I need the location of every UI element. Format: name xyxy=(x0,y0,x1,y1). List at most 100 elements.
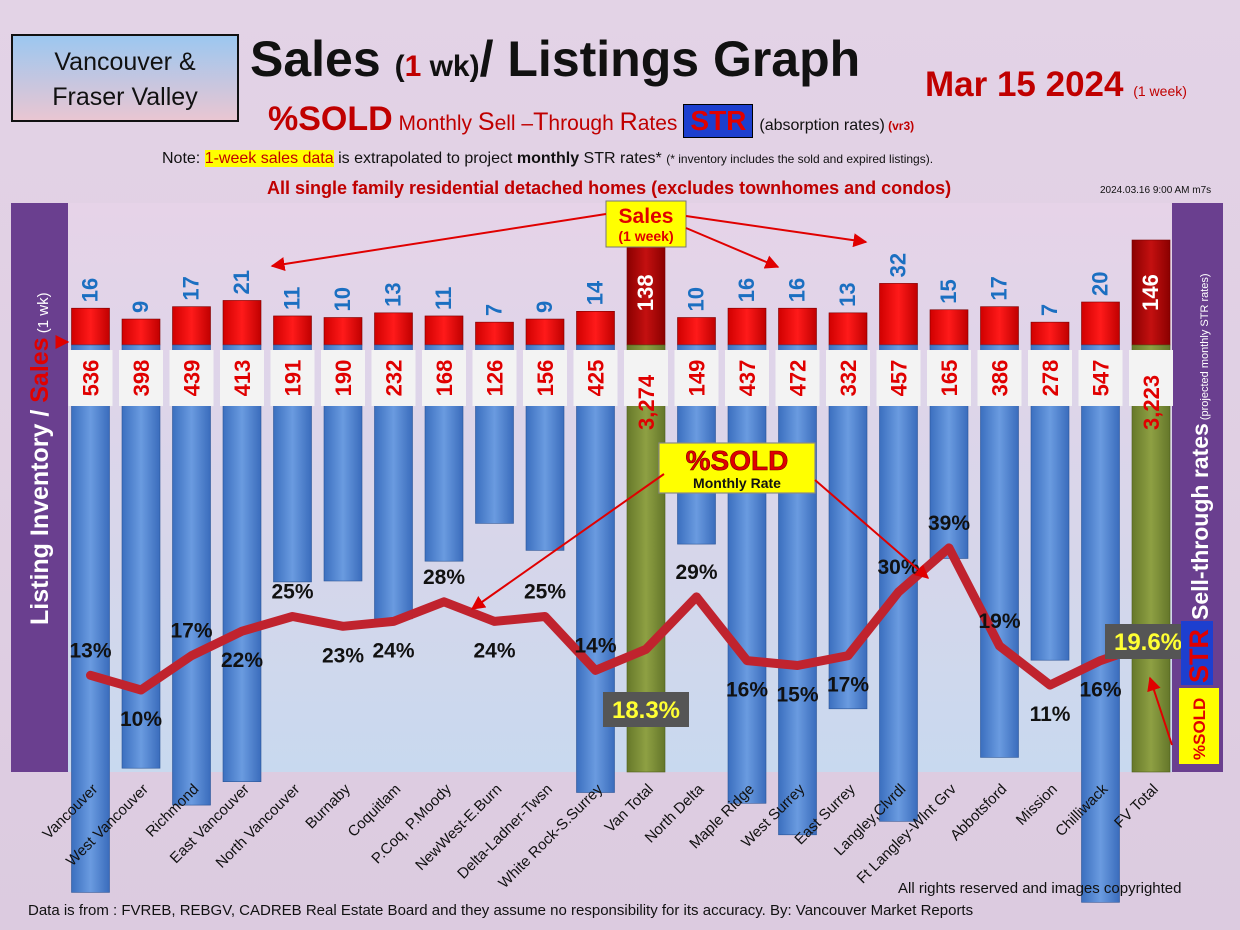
str-value-label: 24% xyxy=(372,639,414,662)
inventory-bar xyxy=(778,344,817,836)
str-value-label: 29% xyxy=(675,561,717,584)
subtitle-rates-1: Monthly xyxy=(392,112,478,135)
right-axis-sold-label: %SOLD xyxy=(1190,698,1209,760)
note-highlight: 1-week sales data xyxy=(204,150,334,167)
sales-bar xyxy=(929,309,969,346)
subtitle-rates-3: ell – xyxy=(494,112,534,135)
title-part-c: 1 xyxy=(404,50,422,83)
sales-value-label: 9 xyxy=(532,301,557,313)
subtitle-rates-6: R xyxy=(619,108,638,136)
inventory-bar xyxy=(222,344,262,783)
scope-line: All single family residential detached h… xyxy=(267,178,952,198)
sales-bar xyxy=(222,300,262,346)
inventory-label-box xyxy=(523,350,567,406)
sales-bar xyxy=(525,318,565,346)
str-value-label: 15% xyxy=(776,684,818,707)
sold-callout-arrow xyxy=(814,479,930,579)
right-axis-arrow xyxy=(1147,676,1173,746)
str-value-label: 23% xyxy=(322,644,364,667)
inventory-bar xyxy=(727,344,767,804)
sales-value-label: 32 xyxy=(886,253,911,277)
inventory-label-box xyxy=(674,350,719,406)
date-text: Mar 15 2024 xyxy=(925,65,1124,104)
note-a: Note: xyxy=(162,150,205,167)
inventory-label-box xyxy=(321,350,365,406)
bars-layer xyxy=(68,239,1173,903)
sales-bar xyxy=(727,307,767,346)
inventory-label-box xyxy=(624,350,668,406)
inventory-value-label: 386 xyxy=(988,360,1013,397)
note-f: (* inventory includes the sold and expir… xyxy=(666,152,934,166)
subtitle-version: (vr3) xyxy=(884,119,915,133)
category-label: NewWest-E.Burn xyxy=(412,781,505,874)
inventory-bar xyxy=(980,344,1019,758)
sales-value-label: 13 xyxy=(835,282,860,306)
sales-callout-arrow xyxy=(685,227,780,269)
region-line-2: Fraser Valley xyxy=(52,83,198,111)
inventory-value-label: 3,274 xyxy=(634,374,659,430)
sales-bar xyxy=(828,312,868,346)
sales-bar xyxy=(1030,321,1070,346)
inventory-label-box xyxy=(573,350,618,406)
inventory-value-label: 472 xyxy=(786,360,811,397)
right-axis-title: Sell-through rates (projected monthly ST… xyxy=(1187,273,1213,620)
total-str-box xyxy=(603,692,689,727)
str-value-label: 17% xyxy=(170,620,212,643)
sales-value-label: 9 xyxy=(128,301,153,313)
sold-callout-subtitle: Monthly Rate xyxy=(693,475,781,491)
inventory-value-label: 191 xyxy=(281,360,306,397)
sold-callout-arrow xyxy=(470,473,665,610)
str-line-layer xyxy=(86,543,1156,695)
str-value-label: 22% xyxy=(221,649,263,672)
sales-value-label: 10 xyxy=(684,287,709,311)
category-label: Burnaby xyxy=(302,780,354,832)
sales-value-label: 17 xyxy=(179,276,204,300)
sales-value-label: 21 xyxy=(229,270,254,294)
inventory-value-label: 165 xyxy=(937,360,962,397)
sales-value-label: 146 xyxy=(1138,274,1163,311)
sales-value-label: 14 xyxy=(583,280,608,305)
sales-bar xyxy=(71,307,110,346)
str-value-label: 39% xyxy=(928,512,970,535)
date-note: (1 week) xyxy=(1133,83,1187,99)
category-label: Delta-Ladner-Twsn xyxy=(454,781,556,883)
note-e: STR rates* xyxy=(579,150,667,167)
sales-value-label: 17 xyxy=(987,276,1012,300)
subtitle-sold: %SOLD xyxy=(268,100,393,138)
left-axis-title: Listing Inventory / Sales (1 wk) xyxy=(26,292,54,625)
str-value-label: 19.6% xyxy=(1114,629,1182,656)
sales-value-label: 16 xyxy=(785,278,810,302)
right-axis-sold-box xyxy=(1179,688,1219,764)
title-part-e: / Listings Graph xyxy=(479,31,861,87)
footer-rights: All rights reserved and images copyright… xyxy=(898,880,1182,897)
subtitle-rates-7: ates xyxy=(637,112,678,135)
str-value-label: 28% xyxy=(423,566,465,589)
sales-bar xyxy=(475,321,514,346)
inventory-label-box xyxy=(725,350,769,406)
inventory-label-box xyxy=(422,350,466,406)
inventory-label-box xyxy=(472,350,517,406)
inventory-label-box xyxy=(775,350,820,406)
sales-value-label: 15 xyxy=(936,279,961,303)
str-value-label: 18.3% xyxy=(612,697,680,724)
subtitle-rates-2: S xyxy=(477,108,495,136)
sales-value-label: 16 xyxy=(78,278,103,302)
sales-bar xyxy=(323,317,363,346)
str-value-label: 25% xyxy=(271,581,313,604)
total-str-box xyxy=(1105,624,1191,659)
subtitle-absorption: (absorption rates) xyxy=(759,117,885,134)
sales-bar xyxy=(172,306,211,346)
chart-subtitle: %SOLD Monthly Sell –Through Rates STR (abs… xyxy=(268,100,914,139)
inventory-label-box xyxy=(169,350,214,406)
chart-title: Sales (1 wk)/ Listings Graph xyxy=(250,30,970,88)
inventory-label-box xyxy=(220,350,264,406)
inventory-value-label: 126 xyxy=(483,360,508,397)
inventory-value-label: 425 xyxy=(584,360,609,397)
title-part-a: Sales xyxy=(250,31,395,87)
str-value-label: 14% xyxy=(574,634,616,657)
note-line: Note: 1-week sales data is extrapolated … xyxy=(162,150,933,168)
right-axis-str-box xyxy=(1181,621,1213,685)
sales-bar xyxy=(121,318,161,346)
